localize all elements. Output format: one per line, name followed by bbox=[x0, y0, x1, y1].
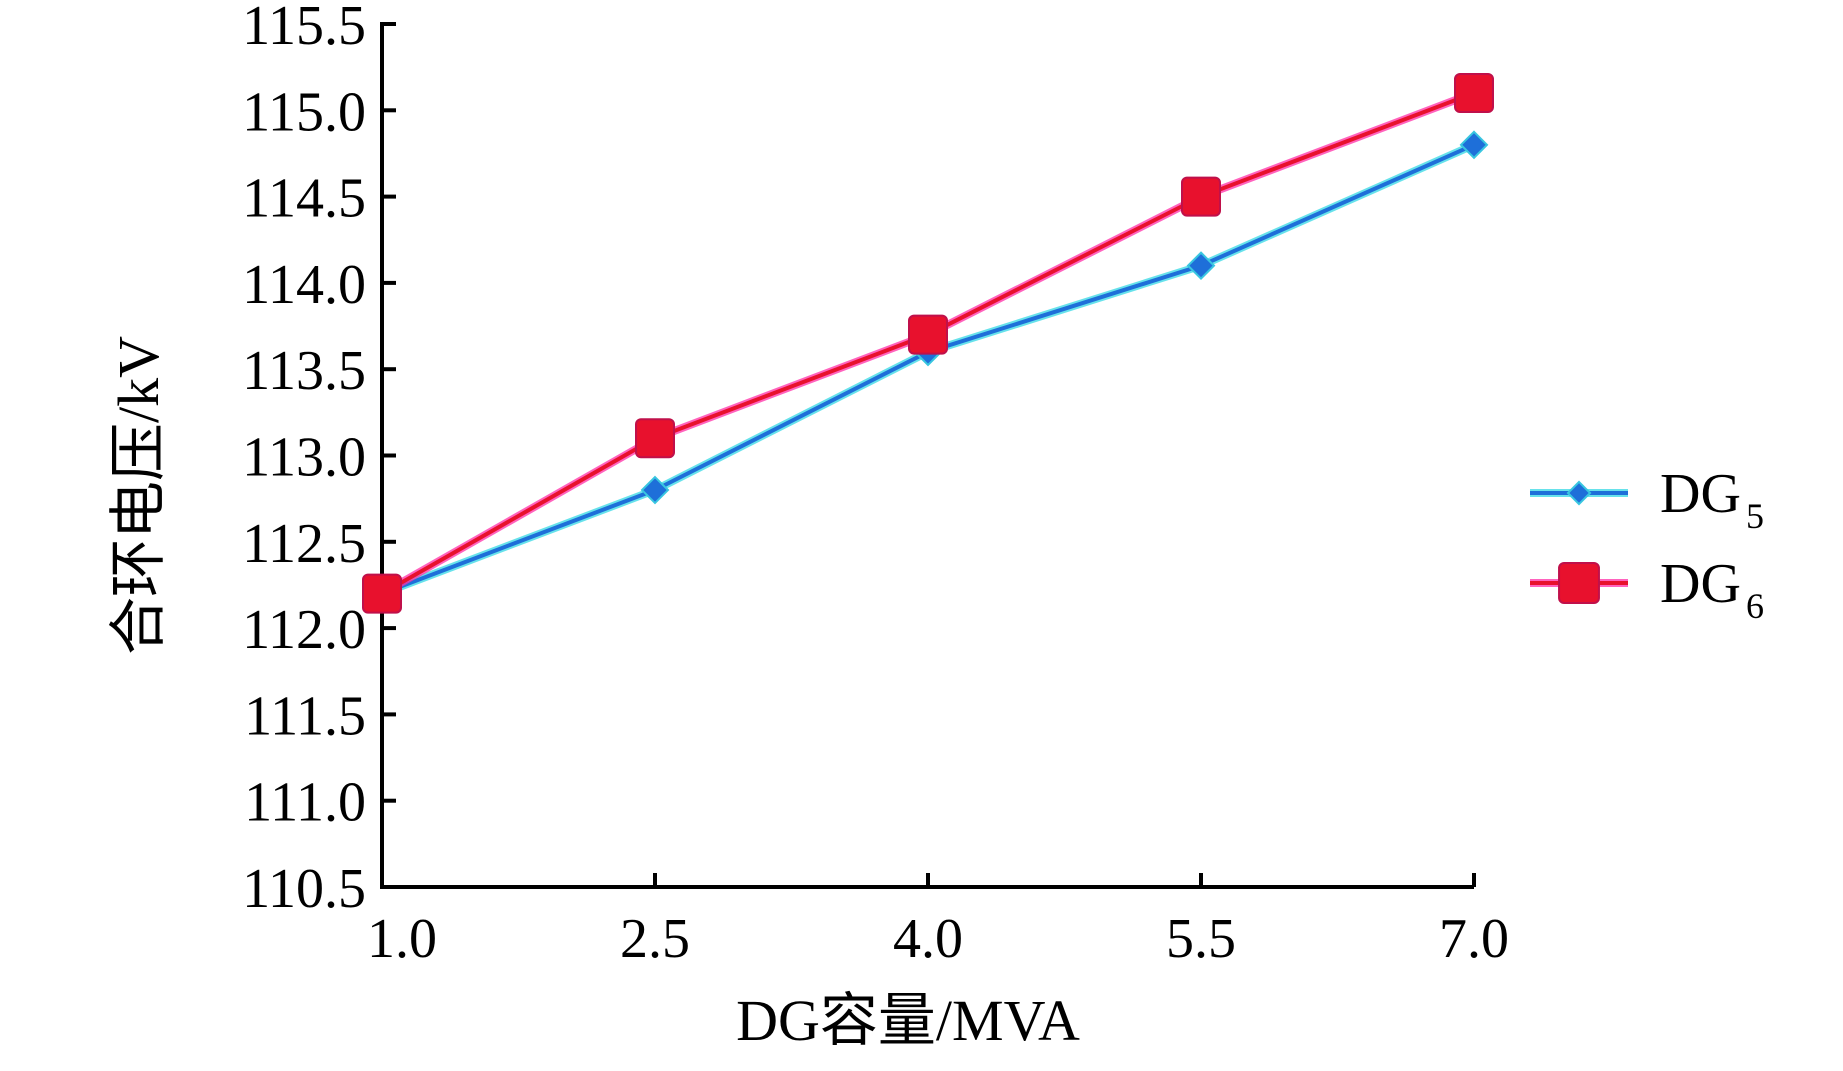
x-tick-label: 4.0 bbox=[893, 908, 963, 970]
legend: DG 5DG 6 bbox=[1530, 463, 1764, 626]
y-tick-label: 113.0 bbox=[242, 427, 366, 489]
legend-label-subscript: 5 bbox=[1746, 496, 1764, 536]
series-DG6 bbox=[362, 73, 1494, 614]
legend-label: DG bbox=[1660, 553, 1741, 615]
legend-marker bbox=[1566, 480, 1592, 506]
x-tick-label: 1.0 bbox=[367, 908, 437, 970]
y-tick-label: 111.0 bbox=[244, 772, 366, 834]
data-point bbox=[1454, 73, 1494, 114]
legend-label: DG bbox=[1660, 463, 1741, 525]
series-line-glow bbox=[380, 141, 1476, 598]
y-tick-label: 114.0 bbox=[242, 254, 366, 316]
data-point bbox=[640, 475, 670, 505]
y-tick-label: 114.5 bbox=[242, 168, 366, 230]
y-tick-label: 115.0 bbox=[242, 81, 366, 143]
series-layer bbox=[362, 73, 1494, 614]
series-DG5 bbox=[367, 130, 1489, 608]
y-axis-title: 合环电压/kV bbox=[106, 336, 171, 655]
x-tick-label: 7.0 bbox=[1439, 908, 1509, 970]
x-tick-label: 2.5 bbox=[620, 908, 690, 970]
data-point bbox=[635, 418, 675, 459]
y-tick-label: 110.5 bbox=[242, 858, 366, 920]
legend-entry-DG6: DG 6 bbox=[1530, 553, 1764, 626]
legend-label-subscript: 6 bbox=[1746, 586, 1764, 626]
legend-entry-DG5: DG 5 bbox=[1530, 463, 1764, 536]
axes: 110.5 111.0 111.5 112.0 112.5 113.0 113.5 114.0… bbox=[106, 0, 1509, 1053]
y-tick-label: 111.5 bbox=[244, 685, 366, 747]
y-tick-label: 112.0 bbox=[242, 599, 366, 661]
y-tick-label: 112.5 bbox=[242, 513, 366, 575]
data-point bbox=[1459, 130, 1489, 160]
x-axis-title: DG容量/MVA bbox=[736, 988, 1080, 1053]
y-tick-label: 115.5 bbox=[242, 0, 366, 57]
data-point bbox=[908, 314, 948, 355]
data-point bbox=[362, 573, 402, 614]
x-tick-label: 5.5 bbox=[1166, 908, 1236, 970]
data-point bbox=[1181, 176, 1221, 217]
y-tick-label: 113.5 bbox=[242, 340, 366, 402]
legend-marker bbox=[1558, 562, 1600, 604]
series-line bbox=[381, 142, 1475, 596]
data-point bbox=[1186, 251, 1216, 281]
